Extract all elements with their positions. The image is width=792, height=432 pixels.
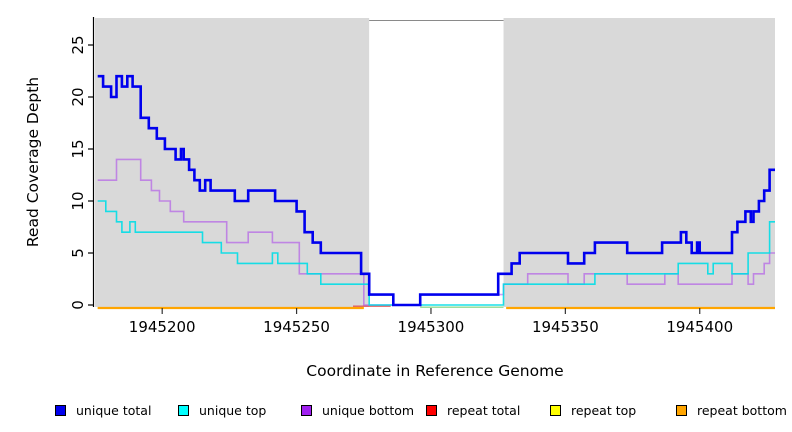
- x-tick-label: 1945250: [263, 318, 330, 336]
- legend-swatch-repeat-bottom-icon: [676, 404, 687, 416]
- legend-label-unique-top: unique top: [199, 402, 267, 418]
- legend-swatch-unique-top-icon: [178, 404, 189, 416]
- y-tick-label: 5: [69, 248, 87, 258]
- legend-item-unique-total: unique total: [55, 400, 151, 420]
- highlight-region: [369, 18, 504, 307]
- y-tick-label: 10: [69, 191, 87, 210]
- legend-item-repeat-bottom: repeat bottom: [676, 400, 787, 420]
- legend-label-repeat-bottom: repeat bottom: [697, 402, 787, 418]
- y-tick-label: 25: [69, 35, 87, 54]
- legend-label-unique-bottom: unique bottom: [322, 402, 415, 418]
- x-tick-label: 1945350: [532, 318, 599, 336]
- legend-swatch-unique-bottom-icon: [301, 404, 312, 416]
- legend-item-repeat-total: repeat total: [426, 400, 520, 420]
- legend-item-unique-top: unique top: [178, 400, 266, 420]
- series-unique-total: [97, 74, 775, 307]
- x-tick-label: 1945400: [666, 318, 733, 336]
- y-tick-label: 15: [69, 139, 87, 158]
- x-axis-title: Coordinate in Reference Genome: [306, 362, 564, 380]
- x-tick-label: 1945300: [398, 318, 465, 336]
- coverage-plot: 0 5 10 15 20 25 1945200 1945250 1945300 1945350 19…: [69, 17, 775, 336]
- y-tick-label: 0: [69, 300, 87, 310]
- legend-label-repeat-total: repeat total: [447, 402, 521, 418]
- legend-swatch-repeat-top-icon: [550, 404, 561, 416]
- y-tick-label: 20: [69, 87, 87, 106]
- legend-swatch-repeat-total-icon: [426, 404, 437, 416]
- legend: unique total unique top unique bottom re…: [0, 400, 792, 426]
- legend-item-unique-bottom: unique bottom: [301, 400, 414, 420]
- x-tick-label: 1945200: [129, 318, 196, 336]
- legend-swatch-unique-total-icon: [55, 404, 66, 416]
- legend-label-repeat-top: repeat top: [571, 402, 637, 418]
- legend-label-unique-total: unique total: [76, 402, 152, 418]
- y-axis-title: Read Coverage Depth: [24, 76, 42, 248]
- legend-item-repeat-top: repeat top: [550, 400, 636, 420]
- series-unique-top: [97, 200, 775, 306]
